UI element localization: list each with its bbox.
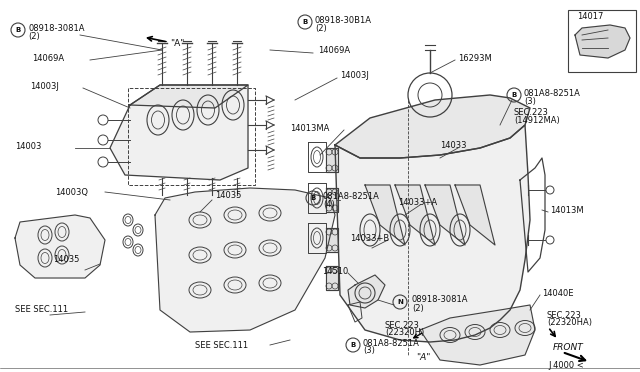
Polygon shape	[326, 266, 338, 290]
Polygon shape	[15, 215, 105, 278]
Polygon shape	[326, 148, 338, 172]
Text: 08918-3081A: 08918-3081A	[412, 295, 468, 305]
Text: (22320H): (22320H)	[385, 328, 424, 337]
Text: 14069A: 14069A	[318, 45, 350, 55]
Text: (4): (4)	[323, 199, 335, 208]
Text: 16293M: 16293M	[458, 54, 492, 62]
Text: (2): (2)	[28, 32, 40, 41]
Text: SEC.223: SEC.223	[547, 311, 582, 320]
Text: 14033+B: 14033+B	[350, 234, 389, 243]
Text: 14017: 14017	[577, 12, 604, 20]
Polygon shape	[365, 185, 405, 245]
Text: SEC.223: SEC.223	[514, 108, 549, 116]
Text: SEE SEC.111: SEE SEC.111	[15, 305, 68, 314]
Text: 08918-3081A: 08918-3081A	[28, 23, 84, 32]
Text: (3): (3)	[524, 96, 536, 106]
Text: B: B	[302, 19, 308, 25]
Text: (2): (2)	[315, 23, 327, 32]
Text: 14035: 14035	[53, 256, 79, 264]
Polygon shape	[326, 188, 338, 212]
Text: (14912MA): (14912MA)	[514, 115, 560, 125]
Polygon shape	[130, 85, 248, 108]
Text: "A": "A"	[416, 353, 430, 362]
Text: B: B	[15, 27, 20, 33]
Polygon shape	[455, 185, 495, 245]
Text: B: B	[511, 92, 516, 98]
Text: J 4000 <: J 4000 <	[548, 360, 584, 369]
Polygon shape	[348, 275, 385, 308]
Text: 14003J: 14003J	[30, 81, 59, 90]
Text: 14040E: 14040E	[542, 289, 573, 298]
Text: B: B	[310, 195, 316, 201]
Text: FRONT: FRONT	[553, 343, 584, 353]
Text: 14033: 14033	[440, 141, 467, 150]
Text: 14013M: 14013M	[550, 205, 584, 215]
Polygon shape	[395, 185, 435, 245]
Text: (3): (3)	[363, 346, 375, 356]
Polygon shape	[326, 228, 338, 252]
Text: 081A8-8251A: 081A8-8251A	[524, 89, 581, 97]
Text: 14035: 14035	[215, 190, 241, 199]
Text: (2): (2)	[412, 304, 424, 312]
Text: 14003: 14003	[15, 141, 42, 151]
Text: 14013MA: 14013MA	[290, 124, 330, 132]
Polygon shape	[420, 305, 535, 365]
Text: 14069A: 14069A	[32, 54, 64, 62]
Text: B: B	[350, 342, 356, 348]
Text: N: N	[397, 299, 403, 305]
Bar	[568, 10, 636, 72]
Polygon shape	[575, 25, 630, 58]
Text: "A": "A"	[170, 38, 184, 48]
Text: 14003Q: 14003Q	[55, 187, 88, 196]
Text: 14510: 14510	[322, 267, 348, 276]
Polygon shape	[335, 95, 530, 158]
Text: 081A8-8251A: 081A8-8251A	[323, 192, 380, 201]
Text: 14033+A: 14033+A	[398, 198, 437, 206]
Text: 08918-30B1A: 08918-30B1A	[315, 16, 372, 25]
Text: 14003J: 14003J	[340, 71, 369, 80]
Polygon shape	[335, 125, 530, 342]
Polygon shape	[425, 185, 465, 245]
Polygon shape	[155, 188, 335, 332]
Text: (22320HA): (22320HA)	[547, 318, 592, 327]
Text: 081A8-8251A: 081A8-8251A	[363, 339, 420, 347]
Text: SEE SEC.111: SEE SEC.111	[195, 340, 248, 350]
Polygon shape	[110, 85, 248, 180]
Text: SEC.223: SEC.223	[385, 321, 420, 330]
